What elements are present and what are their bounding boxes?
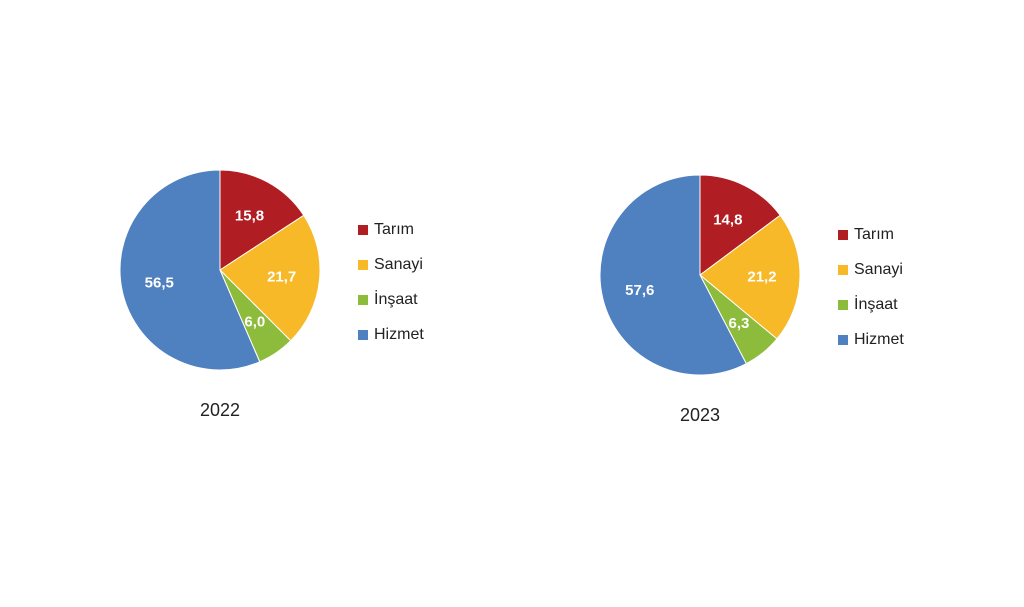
- legend-label-insaat: İnşaat: [374, 290, 418, 308]
- legend-item-sanayi: Sanayi: [358, 247, 424, 282]
- pie-slice-sanayi: [699, 214, 801, 340]
- legend-swatch-hizmet: [358, 329, 368, 340]
- pie-slice-sanayi: [219, 214, 321, 342]
- pie-slice-hizmet: [119, 169, 261, 371]
- legend-swatch-insaat: [838, 299, 848, 310]
- slice-label-insaat: 6,0: [244, 313, 265, 330]
- slice-label-hizmet: 56,5: [145, 275, 174, 292]
- pie-chart-2022: 15,8 21,7 6,0 56,5 Tarım Sanayi İnşaat Hizm…: [100, 150, 480, 440]
- legend-item-insaat: İnşaat: [358, 282, 424, 317]
- slice-label-tarim: 14,8: [713, 212, 742, 229]
- legend-item-hizmet: Hizmet: [358, 317, 424, 352]
- year-label-2023: 2023: [679, 405, 721, 425]
- legend-swatch-tarim: [838, 229, 848, 240]
- pie-slice-hizmet: [599, 174, 747, 376]
- slice-label-tarim: 15,8: [235, 207, 264, 224]
- year-label-2022: 2022: [199, 400, 241, 420]
- legend-item-sanayi: Sanayi: [838, 252, 904, 287]
- pie-slice-tarim: [699, 174, 781, 276]
- legend-item-tarim: Tarım: [838, 217, 904, 252]
- legend-item-insaat: İnşaat: [838, 287, 904, 322]
- legend-swatch-sanayi: [838, 264, 848, 275]
- legend-label-tarim: Tarım: [854, 225, 894, 243]
- slice-label-insaat: 6,3: [729, 315, 750, 332]
- legend-label-tarim: Tarım: [374, 220, 414, 238]
- pie-2022-svg: 15,8 21,7 6,0 56,5: [119, 169, 321, 371]
- pie-2023-svg: 14,8 21,2 6,3 57,6: [599, 174, 801, 376]
- slice-label-hizmet: 57,6: [625, 282, 654, 299]
- pie-slice-tarim: [219, 169, 305, 271]
- legend-swatch-sanayi: [358, 259, 368, 270]
- pie-chart-2023: 14,8 21,2 6,3 57,6 Tarım Sanayi İnşaat Hizm…: [580, 155, 960, 445]
- legend-swatch-insaat: [358, 294, 368, 305]
- legend-item-tarim: Tarım: [358, 212, 424, 247]
- legend-label-hizmet: Hizmet: [374, 325, 424, 343]
- legend-label-hizmet: Hizmet: [854, 330, 904, 348]
- legend-swatch-tarim: [358, 224, 368, 235]
- slice-label-sanayi: 21,2: [747, 269, 776, 286]
- legend-2022: Tarım Sanayi İnşaat Hizmet: [358, 212, 424, 352]
- legend-label-insaat: İnşaat: [854, 295, 898, 313]
- slice-label-sanayi: 21,7: [267, 268, 296, 285]
- legend-swatch-hizmet: [838, 334, 848, 345]
- legend-label-sanayi: Sanayi: [374, 255, 423, 273]
- legend-2023: Tarım Sanayi İnşaat Hizmet: [838, 217, 904, 357]
- legend-item-hizmet: Hizmet: [838, 322, 904, 357]
- legend-label-sanayi: Sanayi: [854, 260, 903, 278]
